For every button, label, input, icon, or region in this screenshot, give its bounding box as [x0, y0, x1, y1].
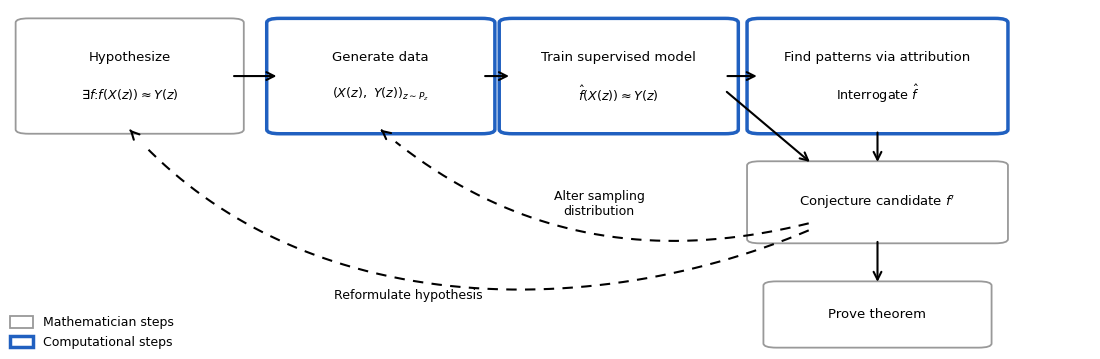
Text: Conjecture candidate $f'$: Conjecture candidate $f'$	[800, 194, 956, 211]
Text: Prove theorem: Prove theorem	[828, 308, 926, 321]
FancyBboxPatch shape	[499, 18, 738, 134]
Text: Interrogate $\hat{f}$: Interrogate $\hat{f}$	[836, 83, 920, 105]
Text: $\hat{f}(X(z)) \approx Y(z)$: $\hat{f}(X(z)) \approx Y(z)$	[579, 84, 659, 104]
FancyBboxPatch shape	[15, 18, 244, 134]
Text: $\exists f\colon f(X(z)) \approx Y(z)$: $\exists f\colon f(X(z)) \approx Y(z)$	[81, 87, 178, 102]
Text: Find patterns via attribution: Find patterns via attribution	[784, 51, 970, 64]
FancyBboxPatch shape	[747, 161, 1008, 243]
FancyBboxPatch shape	[266, 18, 495, 134]
Legend: Mathematician steps, Computational steps: Mathematician steps, Computational steps	[10, 316, 174, 349]
Text: Hypothesize: Hypothesize	[89, 51, 170, 64]
Text: $(X(z),\ Y(z))_{z \sim P_z}$: $(X(z),\ Y(z))_{z \sim P_z}$	[332, 85, 429, 103]
FancyBboxPatch shape	[763, 281, 991, 348]
Text: Generate data: Generate data	[332, 51, 429, 64]
Text: Reformulate hypothesis: Reformulate hypothesis	[333, 289, 483, 302]
Text: Train supervised model: Train supervised model	[541, 51, 696, 64]
Text: Alter sampling
distribution: Alter sampling distribution	[553, 190, 645, 218]
FancyBboxPatch shape	[747, 18, 1008, 134]
